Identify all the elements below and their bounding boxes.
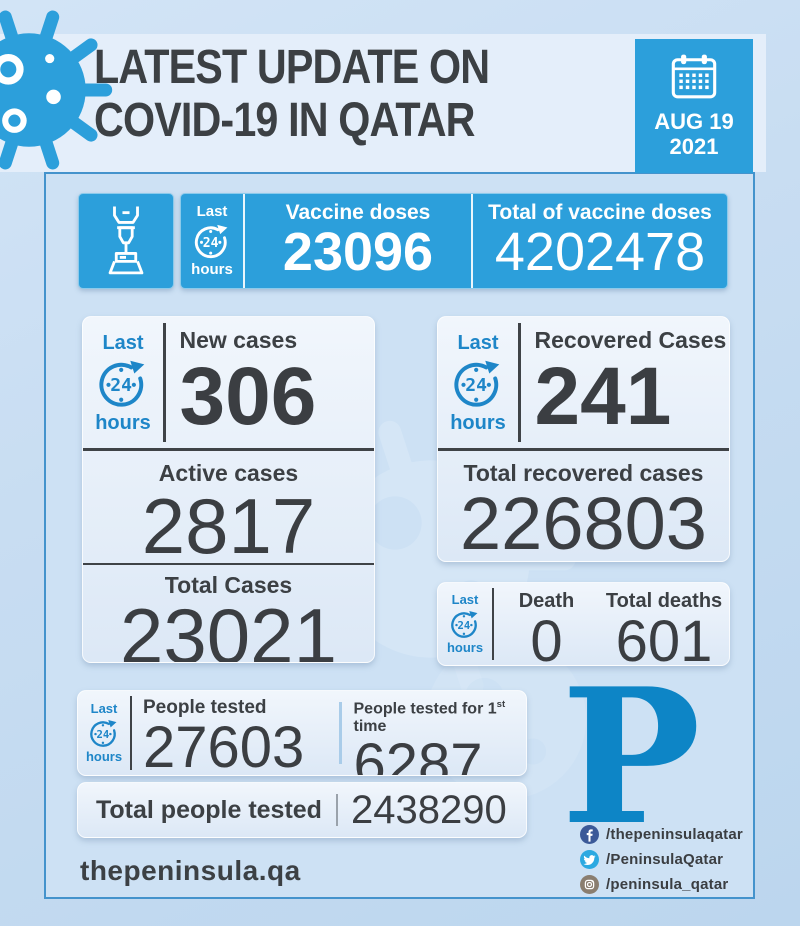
- active-cases-value: 2817: [141, 481, 316, 570]
- svg-text:24: 24: [97, 728, 110, 741]
- date-text: AUG 19 2021: [654, 109, 734, 159]
- date-box: AUG 19 2021: [635, 39, 753, 173]
- divider: [243, 194, 245, 288]
- last-24-hours-block: Last 24 hours: [438, 317, 518, 448]
- svg-text:24: 24: [465, 375, 487, 396]
- instagram-link[interactable]: /peninsula_qatar: [580, 872, 743, 896]
- hours-label: hours: [191, 261, 233, 278]
- total-vaccine-doses-stat: Total of vaccine doses 4202478: [473, 194, 727, 288]
- total-cases-value: 23021: [120, 592, 337, 663]
- title-line-2: COVID-19 IN QATAR: [94, 94, 475, 147]
- recovered-cases-label: Recovered Cases: [534, 327, 727, 353]
- 24-hours-clock-icon: 24: [99, 360, 145, 407]
- hours-label: hours: [85, 749, 123, 764]
- facebook-link[interactable]: /thepeninsulaqatar: [580, 822, 743, 846]
- hours-label: hours: [95, 411, 151, 434]
- people-tested-first-time-label: People tested for 1st time: [353, 699, 506, 736]
- new-cases-value: 306: [179, 351, 317, 442]
- divider: [130, 696, 132, 770]
- last-24-hours-block: Last 24 hours: [438, 583, 492, 665]
- total-people-tested-label: Total people tested: [96, 795, 322, 824]
- facebook-handle: /thepeninsulaqatar: [606, 825, 743, 843]
- coronavirus-icon: [0, 10, 113, 170]
- vaccine-doses-label: Vaccine doses: [285, 201, 431, 225]
- svg-text:24: 24: [110, 375, 132, 396]
- twitter-handle: /PeninsulaQatar: [606, 850, 724, 868]
- last-label: Last: [196, 202, 228, 220]
- vaccine-box: [78, 193, 174, 289]
- recovered-panel: Last 24 hours Recovered Cases 241: [437, 316, 730, 562]
- page-title: LATEST UPDATE ON COVID-19 IN QATAR: [94, 41, 490, 147]
- total-deaths-label: Total deaths: [605, 590, 723, 612]
- active-cases-label: Active cases: [158, 459, 299, 486]
- people-tested-label: People tested: [143, 697, 267, 718]
- instagram-icon: [580, 874, 599, 894]
- divider: [438, 448, 729, 451]
- main-card: Last 24 hours Vaccine doses 23096 Total …: [44, 172, 755, 899]
- divider: [518, 323, 521, 442]
- people-tested-first-time-value: 6287: [353, 732, 483, 776]
- last-label: Last: [102, 331, 144, 354]
- social-links: /thepeninsulaqatar /PeninsulaQatar: [580, 822, 743, 897]
- instagram-handle: /peninsula_qatar: [606, 875, 729, 893]
- recovered-cases-value: 241: [534, 351, 672, 442]
- total-recovered-value: 226803: [460, 481, 707, 562]
- svg-text:24: 24: [458, 619, 471, 632]
- last-24-hours-block: Last 24 hours: [83, 317, 163, 448]
- 24-hours-clock-icon: 24: [451, 610, 478, 638]
- total-cases-label: Total Cases: [164, 572, 293, 598]
- vaccine-bar: Last 24 hours Vaccine doses 23096 Total …: [180, 193, 728, 289]
- people-tested-value: 27603: [143, 715, 305, 776]
- total-deaths-value: 601: [615, 609, 713, 666]
- svg-text:24: 24: [203, 236, 219, 251]
- peninsula-logo: P: [561, 648, 701, 830]
- 24-hours-clock-icon: 24: [454, 360, 500, 407]
- last-label: Last: [451, 591, 479, 607]
- calendar-icon: [671, 54, 717, 99]
- death-label: Death: [518, 590, 575, 612]
- total-vaccine-doses-value: 4202478: [494, 222, 706, 283]
- divider: [163, 323, 166, 442]
- new-cases-label: New cases: [179, 327, 298, 353]
- last-24-hours-block: Last 24 hours: [78, 691, 130, 775]
- cases-panel: Last 24 hours New cases 306: [82, 316, 375, 663]
- hours-label: hours: [446, 640, 484, 655]
- syringe-icon: [108, 206, 144, 275]
- vaccine-doses-stat: Vaccine doses 23096: [245, 194, 471, 288]
- svg-text:P: P: [561, 648, 701, 830]
- website-link[interactable]: thepeninsula.qa: [80, 855, 301, 886]
- last-label: Last: [457, 331, 499, 354]
- divider: [339, 702, 342, 764]
- 24-hours-clock-icon: 24: [194, 224, 228, 259]
- total-vaccine-doses-label: Total of vaccine doses: [488, 201, 712, 225]
- divider: [336, 794, 338, 826]
- twitter-icon: [580, 849, 599, 869]
- divider: [83, 448, 374, 451]
- twitter-link[interactable]: /PeninsulaQatar: [580, 847, 743, 871]
- divider: [471, 194, 473, 288]
- last-label: Last: [90, 700, 118, 716]
- title-line-1: LATEST UPDATE ON: [94, 41, 490, 94]
- vaccine-doses-value: 23096: [282, 222, 434, 283]
- total-tested-panel: Total people tested 2438290: [77, 782, 527, 838]
- last-24-hours-block: Last 24 hours: [181, 194, 243, 288]
- 24-hours-clock-icon: 24: [90, 719, 117, 747]
- tested-panel: Last 24 hours People tested 27603 People…: [77, 690, 527, 776]
- facebook-icon: [580, 824, 599, 844]
- total-people-tested-value: 2438290: [351, 787, 507, 832]
- divider: [83, 562, 374, 565]
- hours-label: hours: [450, 411, 506, 434]
